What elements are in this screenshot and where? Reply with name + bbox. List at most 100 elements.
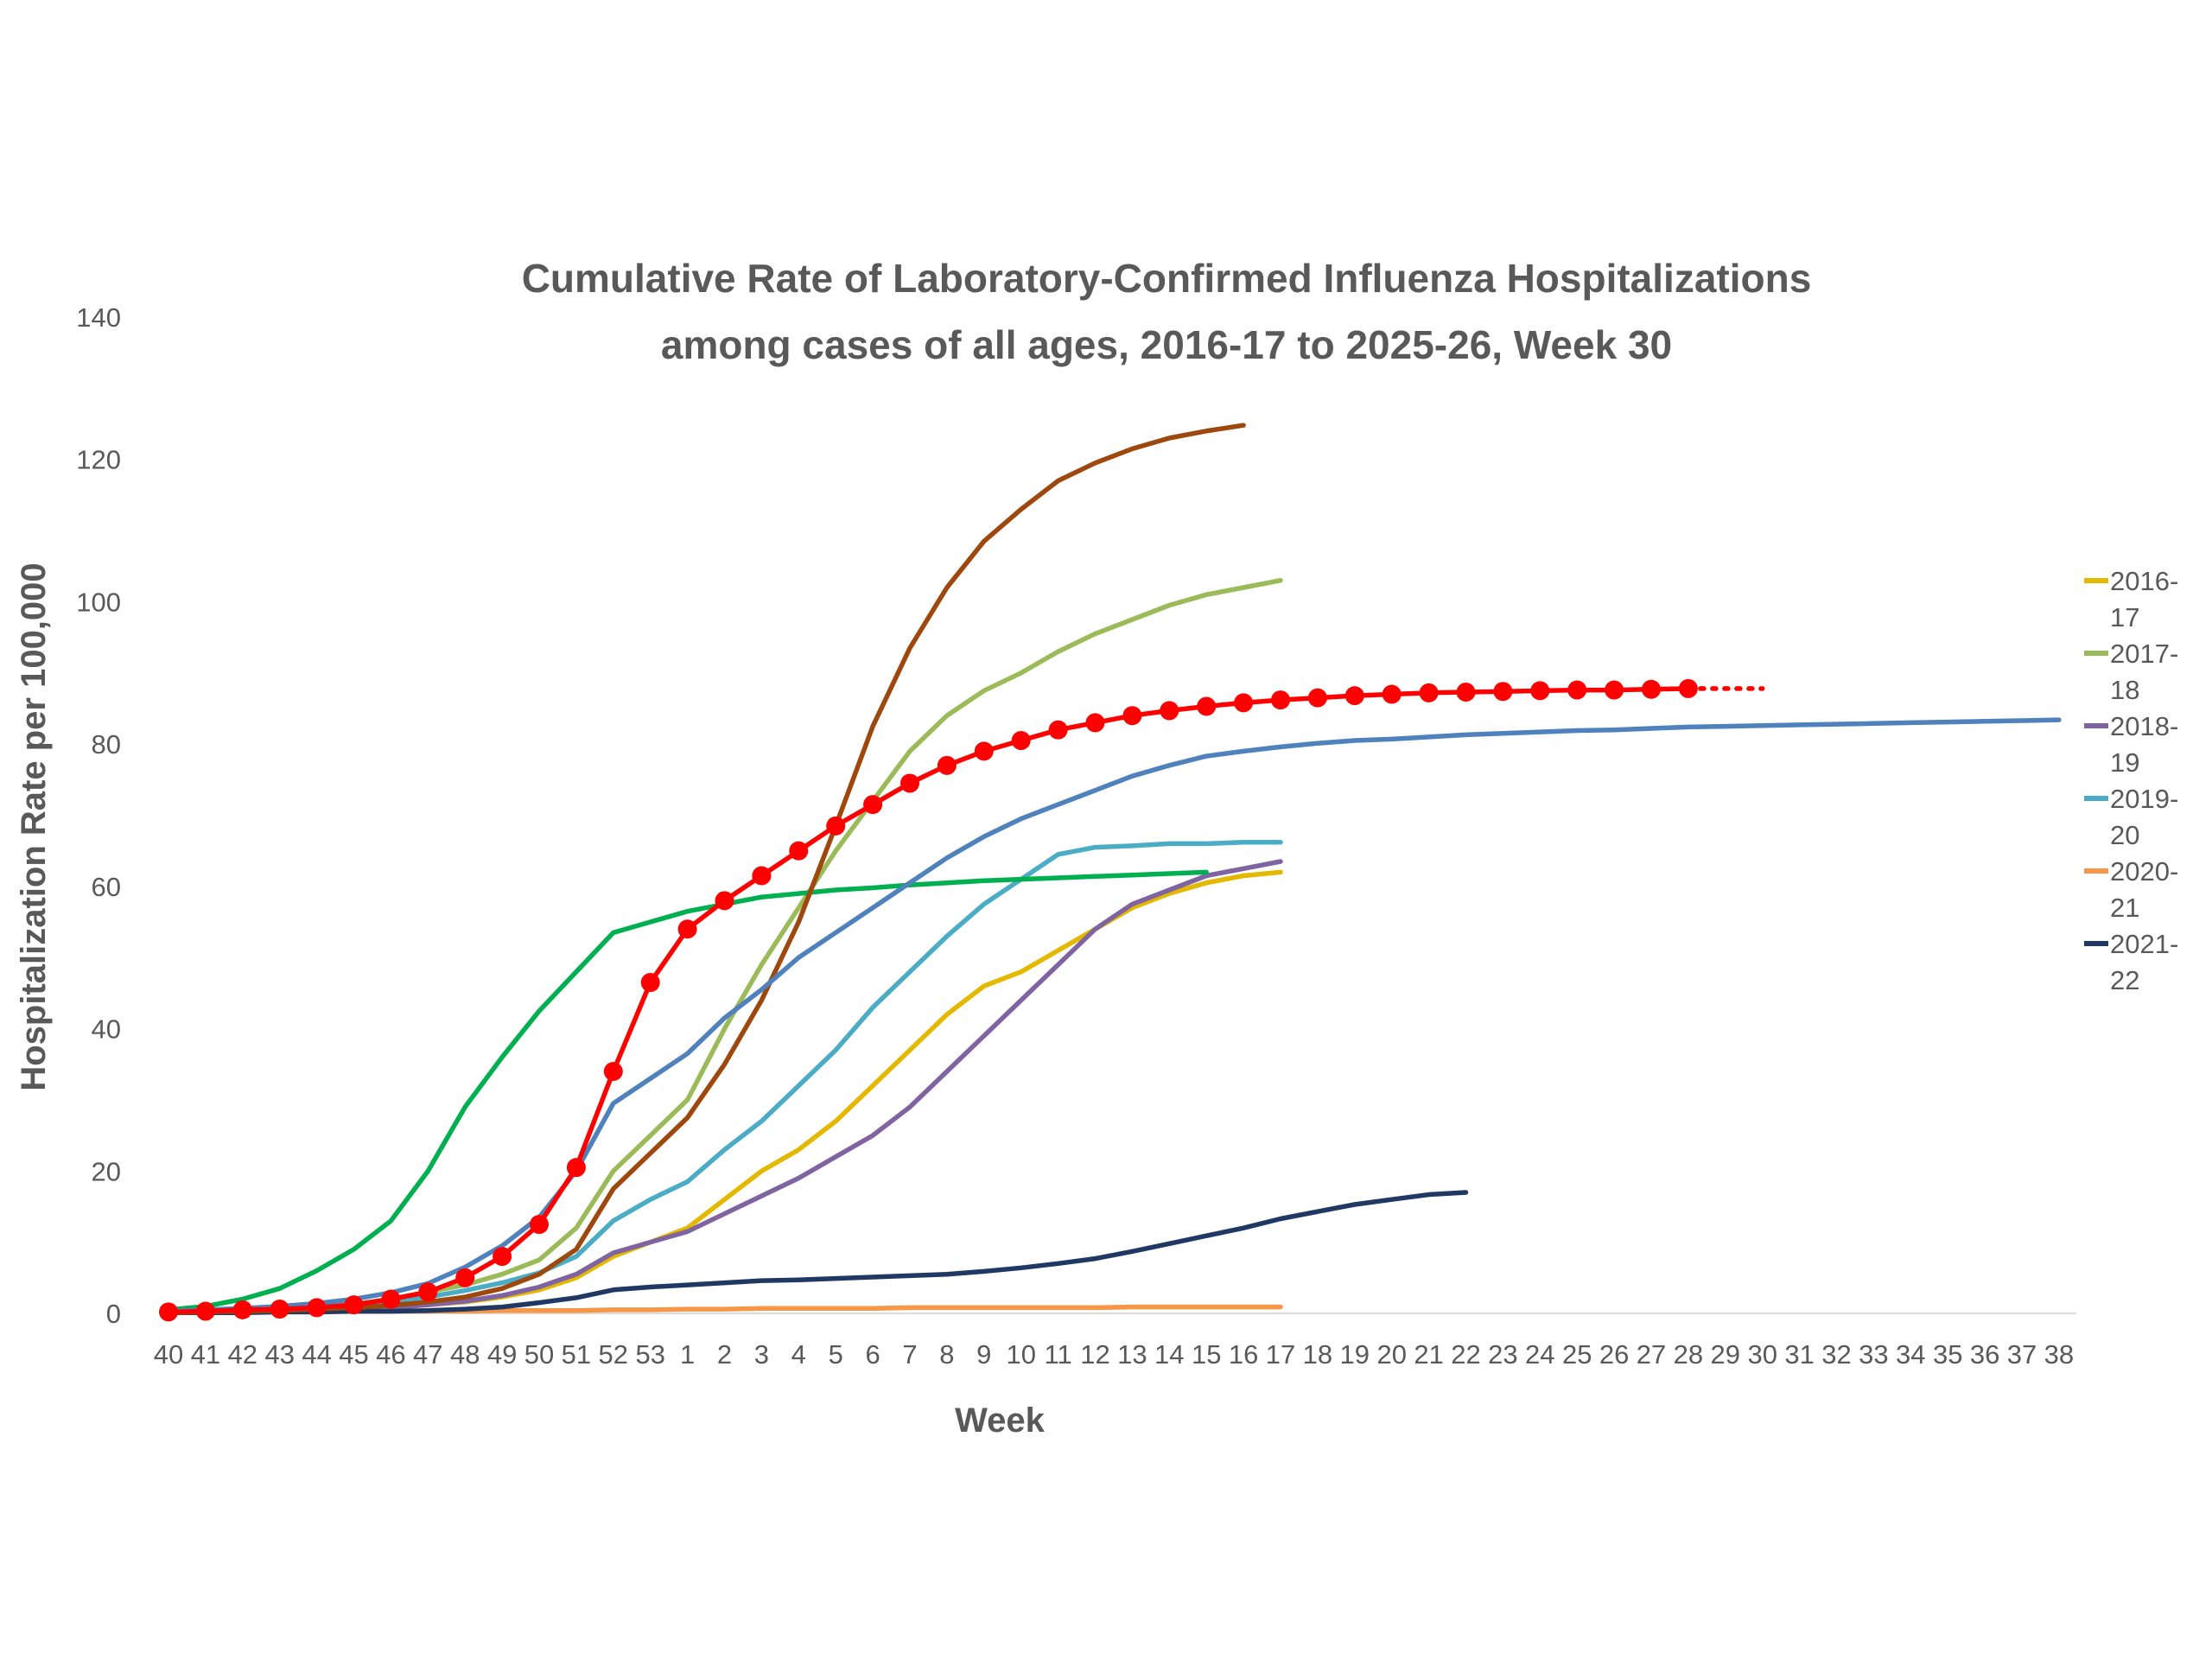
series-marker xyxy=(640,973,660,993)
x-tick-label: 34 xyxy=(1896,1339,1925,1370)
x-tick-label: 28 xyxy=(1674,1339,1703,1370)
series-marker xyxy=(1382,684,1402,704)
series-marker xyxy=(493,1247,512,1267)
chart-title: Cumulative Rate of Laboratory-Confirmed … xyxy=(522,256,1812,301)
y-tick-label: 60 xyxy=(92,872,121,902)
x-tick-label: 48 xyxy=(450,1339,480,1370)
x-tick-label: 2 xyxy=(717,1339,732,1370)
x-tick-label: 36 xyxy=(1970,1339,1999,1370)
series-marker xyxy=(195,1301,215,1321)
x-tick-label: 44 xyxy=(302,1339,331,1370)
legend-label: 21 xyxy=(2110,893,2139,923)
x-tick-label: 32 xyxy=(1821,1339,1851,1370)
legend-label: 2017- xyxy=(2110,639,2178,669)
x-tick-label: 30 xyxy=(1747,1339,1777,1370)
x-tick-label: 9 xyxy=(976,1339,991,1370)
legend-label: 17 xyxy=(2110,602,2139,632)
series-line-2019-20 xyxy=(166,840,1283,1315)
x-tick-label: 4 xyxy=(791,1339,806,1370)
x-tick-label: 51 xyxy=(562,1339,591,1370)
series-marker xyxy=(566,1158,586,1178)
series-marker xyxy=(1307,688,1327,708)
legend-label: 2019- xyxy=(2110,784,2178,814)
x-tick-label: 25 xyxy=(1562,1339,1592,1370)
x-tick-label: 46 xyxy=(376,1339,405,1370)
series-line-unlabeled-7 xyxy=(166,423,1246,1315)
chart-subtitle: among cases of all ages, 2016-17 to 2025… xyxy=(661,322,1672,367)
legend-label: 18 xyxy=(2110,675,2139,705)
x-tick-label: 53 xyxy=(635,1339,664,1370)
x-tick-label: 26 xyxy=(1599,1339,1629,1370)
series-marker xyxy=(1234,693,1254,713)
x-tick-label: 29 xyxy=(1711,1339,1740,1370)
x-axis-title: Week xyxy=(955,1402,1046,1440)
series-marker xyxy=(1605,680,1624,700)
series-marker xyxy=(826,816,846,836)
x-tick-label: 15 xyxy=(1192,1339,1221,1370)
x-tick-label: 21 xyxy=(1414,1339,1443,1370)
series-line-2017-18 xyxy=(166,577,1283,1315)
x-tick-label: 14 xyxy=(1154,1339,1184,1370)
x-tick-label: 24 xyxy=(1525,1339,1554,1370)
series-marker xyxy=(974,741,994,761)
series-marker xyxy=(307,1298,327,1318)
series-marker xyxy=(1197,696,1217,716)
series-marker xyxy=(1271,690,1290,710)
x-tick-label: 8 xyxy=(939,1339,954,1370)
legend-label: 22 xyxy=(2110,965,2139,995)
series-marker xyxy=(159,1302,178,1322)
x-tick-label: 16 xyxy=(1229,1339,1258,1370)
y-tick-label: 40 xyxy=(92,1014,121,1045)
series-line-2016-17 xyxy=(166,869,1283,1315)
x-tick-label: 42 xyxy=(228,1339,257,1370)
legend-label: 2018- xyxy=(2110,711,2178,741)
x-tick-label: 12 xyxy=(1080,1339,1109,1370)
x-tick-label: 47 xyxy=(413,1339,442,1370)
series-marker xyxy=(1493,682,1513,702)
series-line-unlabeled-9 xyxy=(166,686,1691,1315)
series-marker xyxy=(530,1215,549,1235)
series-marker xyxy=(1530,681,1550,701)
y-tick-label: 80 xyxy=(92,729,121,760)
x-tick-label: 37 xyxy=(2007,1339,2037,1370)
series-marker xyxy=(1642,679,1661,699)
x-tick-label: 52 xyxy=(599,1339,628,1370)
x-tick-label: 27 xyxy=(1637,1339,1666,1370)
x-tick-label: 23 xyxy=(1488,1339,1517,1370)
series-marker xyxy=(1048,720,1068,740)
series-marker xyxy=(455,1268,475,1287)
x-tick-label: 7 xyxy=(902,1339,917,1370)
x-tick-label: 13 xyxy=(1117,1339,1147,1370)
legend-label: 2016- xyxy=(2110,566,2178,596)
x-tick-label: 3 xyxy=(754,1339,769,1370)
x-tick-label: 10 xyxy=(1006,1339,1035,1370)
legend-label: 19 xyxy=(2110,747,2139,778)
x-tick-label: 18 xyxy=(1303,1339,1332,1370)
y-axis-ticks: 0 20 40 60 80 100 120 140 xyxy=(76,302,121,1329)
series-lines xyxy=(159,423,2062,1322)
x-tick-label: 43 xyxy=(264,1339,294,1370)
x-tick-label: 20 xyxy=(1376,1339,1406,1370)
series-marker xyxy=(1567,680,1587,700)
y-tick-label: 140 xyxy=(76,302,121,333)
x-tick-label: 45 xyxy=(339,1339,368,1370)
y-axis-title: Hospitalization Rate per 100,000 xyxy=(15,563,53,1090)
series-marker xyxy=(1456,683,1476,702)
series-marker xyxy=(677,919,697,939)
series-marker xyxy=(752,866,772,886)
x-tick-label: 40 xyxy=(154,1339,183,1370)
x-tick-label: 35 xyxy=(1933,1339,1962,1370)
x-axis-ticks: 40 41 42 43 44 45 46 47 48 49 50 51 52 53 1 2 3 4 5 6 7 8 9 10 1… xyxy=(154,1339,2074,1370)
x-tick-label: 38 xyxy=(2044,1339,2074,1370)
x-tick-label: 49 xyxy=(487,1339,517,1370)
x-tick-label: 5 xyxy=(829,1339,843,1370)
series-line-unlabeled-8 xyxy=(166,717,2062,1314)
legend-label: 2021- xyxy=(2110,929,2178,959)
series-marker xyxy=(232,1300,252,1319)
series-marker xyxy=(270,1300,289,1319)
x-tick-label: 50 xyxy=(524,1339,554,1370)
series-marker xyxy=(1160,701,1179,721)
y-tick-label: 120 xyxy=(76,445,121,475)
x-tick-label: 22 xyxy=(1451,1339,1480,1370)
